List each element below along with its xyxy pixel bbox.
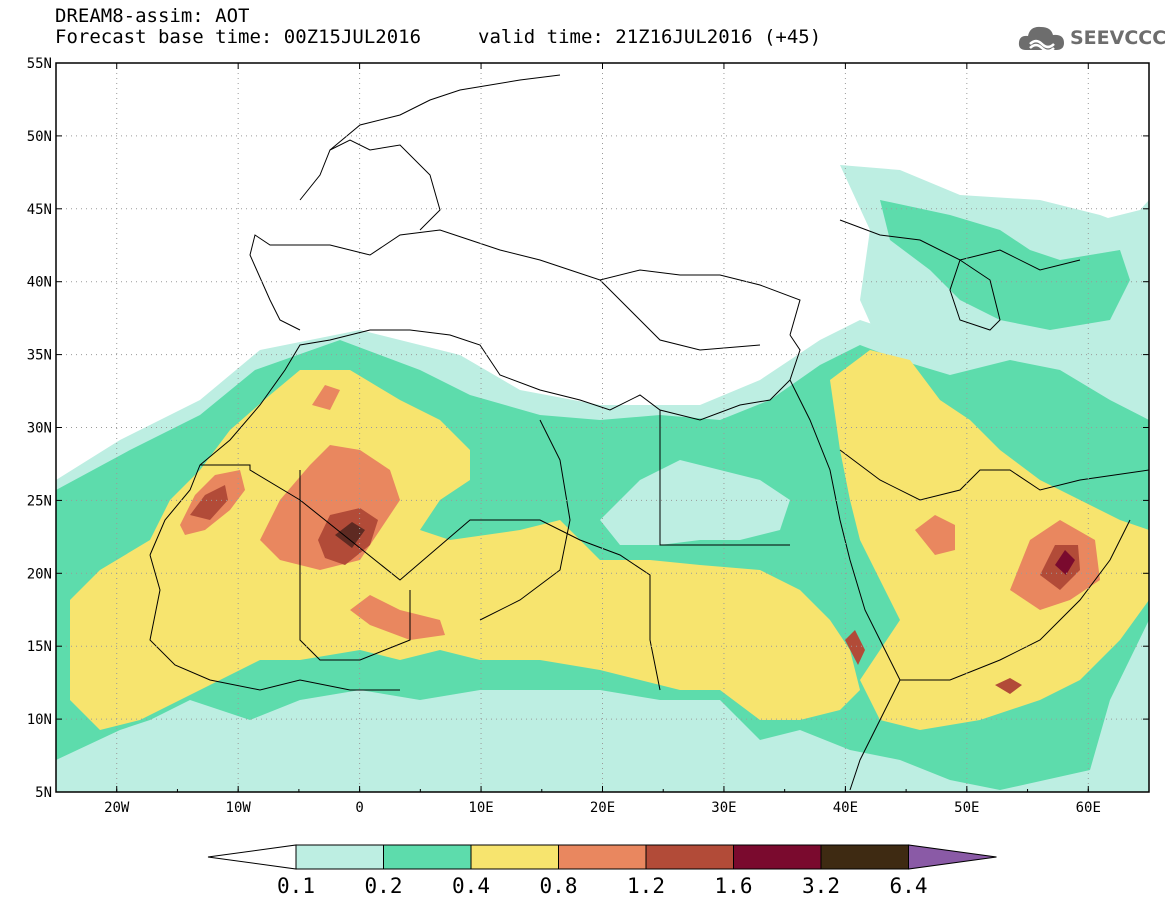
aot-level-0.8-saudi: [915, 515, 955, 555]
lon-label: 10W: [226, 800, 252, 816]
lat-label: 20N: [27, 566, 52, 582]
lat-label: 55N: [27, 56, 52, 72]
colorbar-box: [820, 844, 909, 870]
lat-label: 50N: [27, 129, 52, 145]
cloud-icon: [1018, 26, 1064, 53]
lat-label: 10N: [27, 712, 52, 728]
colorbar-label: 6.4: [890, 874, 928, 898]
lat-label: 30N: [27, 421, 52, 437]
graticule: [56, 63, 1149, 792]
colorbar-box: [295, 844, 384, 870]
aot-level-1.6-oman: [1055, 550, 1075, 575]
aot-level-1.2-somalia: [995, 678, 1022, 694]
forecast-base-time: Forecast base time: 00Z15JUL2016: [55, 26, 422, 48]
lon-label: 50E: [954, 800, 979, 816]
colorbar-low-triangle: [207, 844, 297, 870]
colorbar-labels: 0.1 0.2 0.4 0.8 1.2 1.6 3.2 6.4: [277, 874, 927, 898]
aot-level-0.8-morocco: [312, 385, 340, 410]
lat-label: 5N: [35, 785, 52, 801]
lat-label: 35N: [27, 348, 52, 364]
axis-ticks: [55, 62, 1150, 793]
colorbar-label: 0.8: [540, 874, 578, 898]
aot-level-0.4-west: [70, 370, 860, 730]
colorbar-label: 3.2: [802, 874, 840, 898]
aot-level-0.4-arabia: [830, 350, 1149, 730]
aot-level-0.1-egypt: [600, 460, 790, 545]
lat-label: 25N: [27, 493, 52, 509]
lon-label: 20W: [104, 800, 130, 816]
colorbar-box: [470, 844, 559, 870]
lon-label: 0: [355, 800, 363, 816]
colorbar-label: 1.2: [627, 874, 665, 898]
colorbar-box: [558, 844, 647, 870]
lon-label: 10E: [468, 800, 493, 816]
coastlines: [149, 74, 1149, 791]
lat-label: 15N: [27, 639, 52, 655]
seevccc-logo: SEEVCCC: [1016, 20, 1165, 56]
axis-labels: 55N 50N 45N 40N 35N 30N 25N 20N 15N 10N 5N 20W 10W 0 1…: [27, 56, 1101, 816]
colorbar-box: [645, 844, 734, 870]
lon-label: 60E: [1076, 800, 1101, 816]
map-title: DREAM8-assim: AOT: [55, 5, 250, 27]
colorbar-label: 0.2: [365, 874, 403, 898]
lon-label: 30E: [711, 800, 736, 816]
aot-field: [56, 165, 1149, 792]
aot-level-1.2-mauritania: [190, 485, 228, 520]
lon-label: 40E: [833, 800, 858, 816]
colorbar-high-triangle: [908, 844, 997, 870]
aot-level-0.2-caspian: [880, 200, 1130, 330]
colorbar: [207, 844, 997, 870]
aot-level-0.8-mali: [350, 595, 445, 640]
colorbar-label: 0.4: [452, 874, 490, 898]
colorbar-label: 0.1: [277, 874, 315, 898]
lon-label: 20E: [590, 800, 615, 816]
valid-time: valid time: 21Z16JUL2016 (+45): [478, 26, 822, 48]
aot-level-1.2-eritrea: [845, 630, 865, 665]
colorbar-label: 1.6: [715, 874, 753, 898]
colorbar-box: [383, 844, 472, 870]
lat-label: 40N: [27, 275, 52, 291]
logo-text: SEEVCCC: [1070, 27, 1165, 49]
aot-level-1.6-sahara: [335, 522, 365, 548]
lat-label: 45N: [27, 202, 52, 218]
colorbar-box: [733, 844, 822, 870]
